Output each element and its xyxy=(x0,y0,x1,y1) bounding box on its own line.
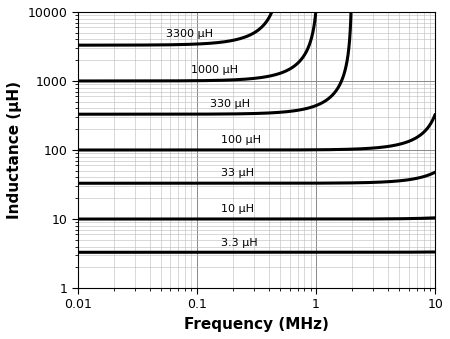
Text: 33 μH: 33 μH xyxy=(221,168,254,178)
Text: 3.3 μH: 3.3 μH xyxy=(221,238,258,248)
X-axis label: Frequency (MHz): Frequency (MHz) xyxy=(184,317,329,332)
Text: 100 μH: 100 μH xyxy=(221,135,261,145)
Text: 3300 μH: 3300 μH xyxy=(166,29,213,39)
Y-axis label: Inductance (μH): Inductance (μH) xyxy=(7,81,22,219)
Text: 330 μH: 330 μH xyxy=(211,99,251,108)
Text: 10 μH: 10 μH xyxy=(221,204,254,214)
Text: 1000 μH: 1000 μH xyxy=(191,65,238,75)
